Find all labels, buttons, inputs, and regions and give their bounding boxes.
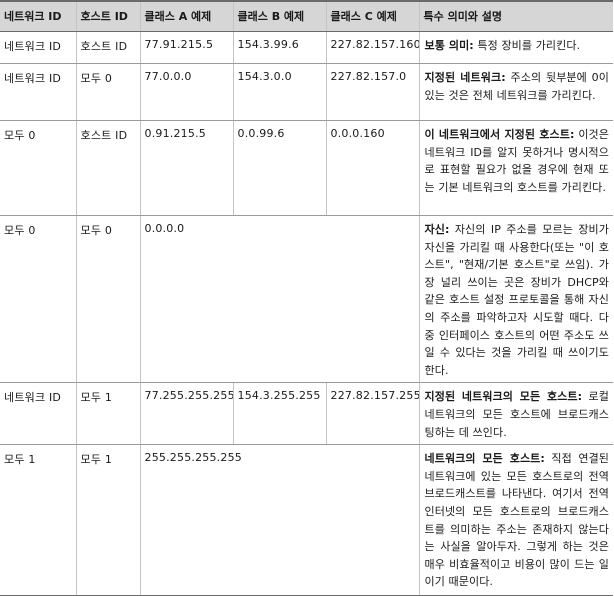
header-class-b-example: 클래스 B 예제 <box>232 0 326 32</box>
description-text: 이것은 네트워크 ID를 알지 못하거나 명시적으로 표현할 필요가 없을 경우… <box>424 128 609 194</box>
table-row: 모두 0 호스트 ID 0.91.215.5 0.0.99.6 0.0.0.16… <box>0 120 613 216</box>
class-b-cell: 154.3.0.0 <box>232 63 326 121</box>
header-host-id: 호스트 ID <box>75 0 140 32</box>
description-title: 지정된 네트워크의 모든 호스트: <box>424 390 583 404</box>
table-row: 네트워크 ID 호스트 ID 77.91.215.5 154.3.99.6 22… <box>0 31 613 64</box>
description-text: 특정 장비를 가리킨다. <box>473 39 581 52</box>
description-cell: 네트워크의 모든 호스트: 직접 연결된 네트워크에 있는 모든 호스트로의 전… <box>418 444 613 596</box>
host-id-cell: 모두 1 <box>75 444 140 596</box>
host-id-cell: 모두 1 <box>75 382 140 446</box>
class-b-cell: 154.3.99.6 <box>232 31 326 64</box>
host-id-cell: 모두 0 <box>75 215 140 384</box>
description-text: 자신의 IP 주소를 모르는 장비가 자신을 가리킬 때 사용한다(또는 "이 … <box>424 223 609 377</box>
network-id-cell: 네트워크 ID <box>0 63 76 121</box>
class-a-cell: 77.0.0.0 <box>139 63 233 121</box>
class-abc-merged-cell: 0.0.0.0 <box>139 215 419 384</box>
table-header-row: 네트워크 ID 호스트 ID 클래스 A 예제 클래스 B 예제 클래스 C 예… <box>0 0 613 32</box>
class-c-cell: 227.82.157.255 <box>325 382 419 446</box>
header-class-c-example: 클래스 C 예제 <box>325 0 419 32</box>
host-id-cell: 호스트 ID <box>75 120 140 216</box>
network-id-cell: 모두 1 <box>0 444 76 596</box>
class-a-cell: 77.91.215.5 <box>139 31 233 64</box>
description-cell: 지정된 네트워크: 주소의 뒷부분에 0이 있는 것은 전체 네트워크를 가리킨… <box>418 63 613 121</box>
header-network-id: 네트워크 ID <box>0 0 76 32</box>
network-id-cell: 모두 0 <box>0 215 76 384</box>
class-abc-merged-cell: 255.255.255.255 <box>139 444 419 596</box>
description-title: 자신: <box>424 223 450 236</box>
description-cell: 이 네트워크에서 지정된 호스트: 이것은 네트워크 ID를 알지 못하거나 명… <box>418 120 613 216</box>
network-id-cell: 네트워크 ID <box>0 382 76 446</box>
description-cell: 자신: 자신의 IP 주소를 모르는 장비가 자신을 가리킬 때 사용한다(또는… <box>418 215 613 384</box>
class-c-cell: 227.82.157.0 <box>325 63 419 121</box>
description-title: 보통 의미: <box>424 39 474 52</box>
table-row: 네트워크 ID 모두 0 77.0.0.0 154.3.0.0 227.82.1… <box>0 63 613 121</box>
description-text: 로컬 네트워크의 모든 호스트에 브로드캐스팅하는 데 쓰인다. <box>424 390 609 439</box>
description-text: 주소의 뒷부분에 0이 있는 것은 전체 네트워크를 가리킨다. <box>424 71 609 102</box>
class-a-cell: 77.255.255.255 <box>139 382 233 446</box>
header-special-meaning: 특수 의미와 설명 <box>418 0 613 32</box>
header-class-a-example: 클래스 A 예제 <box>139 0 233 32</box>
host-id-cell: 호스트 ID <box>75 31 140 64</box>
class-a-cell: 0.91.215.5 <box>139 120 233 216</box>
class-b-cell: 154.3.255.255 <box>232 382 326 446</box>
class-b-cell: 0.0.99.6 <box>232 120 326 216</box>
network-id-cell: 네트워크 ID <box>0 31 76 64</box>
description-title: 지정된 네트워크: <box>424 71 506 84</box>
description-title: 네트워크의 모든 호스트: <box>424 452 545 466</box>
description-cell: 지정된 네트워크의 모든 호스트: 로컬 네트워크의 모든 호스트에 브로드캐스… <box>418 382 613 446</box>
description-title: 이 네트워크에서 지정된 호스트: <box>424 128 575 141</box>
table-row: 모두 1 모두 1 255.255.255.255 네트워크의 모든 호스트: … <box>0 444 613 596</box>
description-cell: 보통 의미: 특정 장비를 가리킨다. <box>418 31 613 64</box>
class-c-cell: 0.0.0.160 <box>325 120 419 216</box>
network-id-cell: 모두 0 <box>0 120 76 216</box>
class-c-cell: 227.82.157.160 <box>325 31 419 64</box>
description-text: 직접 연결된 네트워크에 있는 모든 호스트로의 전역 브로드캐스트를 나타낸다… <box>424 452 610 589</box>
host-id-cell: 모두 0 <box>75 63 140 121</box>
table-row: 네트워크 ID 모두 1 77.255.255.255 154.3.255.25… <box>0 382 613 446</box>
table-row: 모두 0 모두 0 0.0.0.0 자신: 자신의 IP 주소를 모르는 장비가… <box>0 215 613 384</box>
